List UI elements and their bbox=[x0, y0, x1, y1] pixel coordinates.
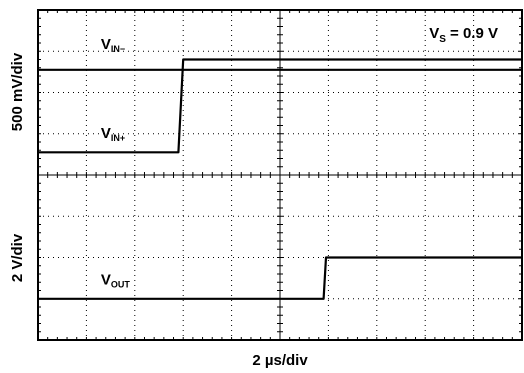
trace-vout bbox=[38, 256, 522, 300]
y-axis-label-output: 2 V/div bbox=[9, 233, 26, 282]
plot-frame bbox=[37, 9, 523, 341]
supply-annotation: VS = 0.9 V bbox=[429, 25, 498, 45]
trace-label-vin-minus: VIN− bbox=[101, 36, 125, 54]
trace-label-vin-plus: VIN+ bbox=[101, 125, 125, 143]
trace-labels: VIN− VIN+ VOUT bbox=[101, 36, 131, 289]
trace-vin-plus bbox=[38, 58, 522, 154]
x-axis-label: 2 µs/div bbox=[252, 352, 308, 369]
traces bbox=[38, 58, 522, 300]
y-axis-label-input: 500 mV/div bbox=[9, 52, 26, 131]
trace-label-vout: VOUT bbox=[101, 271, 131, 289]
